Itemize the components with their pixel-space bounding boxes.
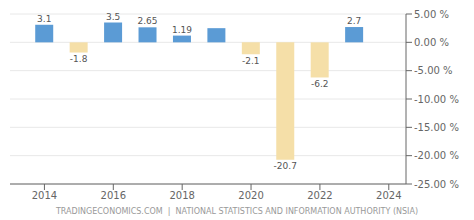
svg-text:-20.00 %: -20.00 % (414, 150, 459, 161)
svg-text:-10.00 %: -10.00 % (414, 94, 459, 105)
svg-text:-20.7: -20.7 (274, 161, 297, 171)
svg-text:2018: 2018 (169, 190, 194, 201)
svg-text:-1.8: -1.8 (70, 54, 88, 64)
svg-text:-25.00 %: -25.00 % (414, 179, 459, 190)
svg-text:-5.00 %: -5.00 % (414, 65, 453, 76)
svg-text:2016: 2016 (101, 190, 126, 201)
svg-text:1.19: 1.19 (172, 25, 192, 35)
svg-text:2022: 2022 (307, 190, 332, 201)
svg-text:2024: 2024 (376, 190, 401, 201)
svg-text:2.65: 2.65 (137, 16, 157, 26)
svg-text:2014: 2014 (32, 190, 57, 201)
svg-text:0.00 %: 0.00 % (414, 37, 449, 48)
svg-text:-2.1: -2.1 (242, 56, 260, 66)
html-text:TRADINGECONOMICS.COM | NATIONA: TRADINGECONOMICS.COM | NATIONAL STATISTI… (55, 207, 419, 216)
svg-text:3.5: 3.5 (106, 12, 120, 22)
svg-text:5.00 %: 5.00 % (414, 9, 449, 20)
svg-text:2.7: 2.7 (347, 16, 361, 26)
svg-text:3.1: 3.1 (37, 14, 51, 24)
svg-text:2020: 2020 (238, 190, 263, 201)
svg-text:-6.2: -6.2 (311, 79, 329, 89)
svg-text:-15.00 %: -15.00 % (414, 122, 459, 133)
